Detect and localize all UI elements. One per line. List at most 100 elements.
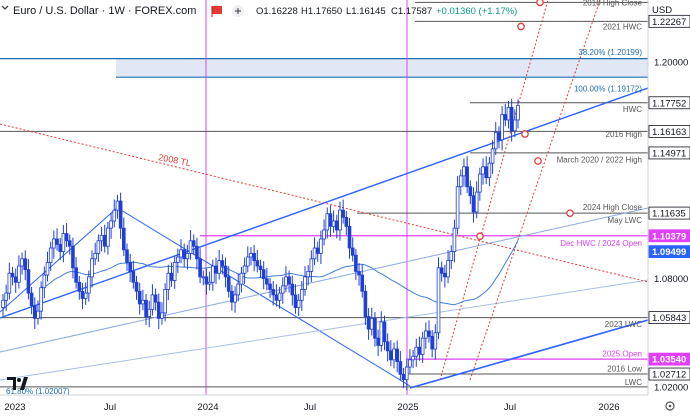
ohlc-high: H1.17650 [301, 6, 342, 17]
candle-body [490, 148, 495, 164]
candle-body [436, 267, 441, 334]
candle-body [503, 114, 508, 121]
candle-body [156, 301, 161, 319]
settings-gear-icon[interactable] [665, 401, 675, 411]
price-label: 1.16163 [652, 127, 686, 138]
symbol-title: Euro / U.S. Dollar · 1W · FOREX.com [13, 5, 196, 17]
candle-body [239, 272, 244, 285]
candle-body [265, 278, 269, 285]
level-labels: 2018 High Close 2021 HWC 38.20% (1.20199) 1… [6, 0, 643, 395]
price-tick-label: 1.08000 [654, 274, 688, 285]
candle-body [236, 283, 241, 296]
candle-body [7, 272, 12, 294]
candle-body [401, 373, 406, 381]
chart-legend: Euro / U.S. Dollar · 1W · FOREX.com O1.1… [1, 5, 517, 17]
candle-body [131, 271, 136, 283]
ohlc-change: +0.01360 (+1.17%) [436, 6, 517, 17]
time-tick-label: 2026 [598, 402, 619, 413]
candle-body [296, 299, 301, 308]
flag-icon[interactable] [211, 6, 222, 17]
level-label: 2023 LWC [605, 320, 642, 329]
price-label: 1.05843 [652, 313, 686, 324]
candle-body [52, 238, 56, 249]
candle-body [360, 274, 365, 292]
candle-body [420, 337, 425, 355]
candle-body [188, 240, 193, 254]
candle-body [287, 276, 291, 285]
candle-body [258, 265, 263, 271]
candle-body [261, 269, 266, 280]
currency-label: USD [652, 5, 672, 16]
candle-body [468, 186, 473, 197]
candle-body [128, 262, 132, 272]
candle-body [271, 289, 276, 296]
candle-body [446, 260, 450, 278]
price-label-box [648, 229, 690, 243]
trendline [409, 319, 648, 389]
price-label: 1.09499 [652, 247, 686, 258]
trendline [0, 123, 648, 283]
candle-body [509, 106, 514, 132]
chevron-down-icon[interactable] [1, 5, 9, 10]
price-labels: 1.22267 1.20000 1.17752 1.16163 1.14971 1.116… [648, 14, 690, 393]
candle-body [439, 267, 444, 274]
candle-body [102, 234, 107, 247]
candle-body [233, 294, 237, 303]
plot-area[interactable]: 2018 High Close 2021 HWC 38.20% (1.20199) 1… [0, 0, 648, 396]
candle-body [83, 292, 88, 299]
candle-body [443, 272, 447, 278]
candle-body [252, 253, 256, 262]
candle-body [395, 348, 399, 363]
candle-body [462, 166, 466, 177]
candle-body [48, 247, 53, 263]
candle-body [357, 271, 361, 276]
candle-body [303, 276, 307, 290]
candle-body [125, 249, 129, 263]
candle-body [315, 247, 320, 254]
candle-body [398, 361, 403, 375]
candle-body [26, 269, 31, 294]
candle-body [160, 312, 164, 319]
candle-body [347, 225, 352, 249]
candle-body [64, 233, 69, 242]
candle-body [293, 294, 298, 308]
candle-body [71, 245, 75, 269]
candle-body [153, 294, 158, 303]
level-label: 2018 High Close [583, 0, 643, 7]
candle-body [408, 359, 412, 368]
candle-body [58, 243, 63, 253]
projection-dot [476, 232, 484, 241]
candle-body [226, 276, 231, 292]
level-label: 2016 High [606, 130, 642, 139]
price-label: 1.10379 [652, 231, 686, 242]
candle-body [500, 114, 504, 141]
level-label: Dec HWC / 2024 Open [560, 239, 642, 248]
ohlc-close: C1.17587 [391, 6, 432, 17]
price-label: 1.11635 [652, 209, 686, 220]
projection-dot [534, 157, 542, 165]
candle-body [385, 341, 390, 352]
candle-body [331, 220, 336, 227]
price-axis[interactable]: USD 1.222671.200001.177521.161631.149711… [647, 0, 690, 395]
candle-body [458, 175, 463, 188]
candle-body [376, 337, 380, 346]
trendline [0, 279, 648, 381]
time-axis[interactable]: 2023 Jul 2024 Jul 2025 Jul 2026 [0, 394, 690, 414]
candle-body [306, 271, 310, 278]
candle-body [379, 321, 384, 346]
candle-body [284, 276, 288, 287]
candle-body [465, 166, 469, 188]
candle-body [506, 106, 511, 121]
price-label: 1.03540 [652, 355, 686, 366]
candle-body [211, 265, 215, 283]
candle-body [99, 234, 104, 242]
plus-icon[interactable] [232, 5, 244, 17]
price-label-box [648, 14, 690, 28]
candle-body [363, 290, 368, 317]
candle-body [39, 287, 43, 312]
candle-body [414, 346, 419, 357]
candle-body [430, 335, 434, 350]
candle-body [141, 299, 145, 305]
candle-body [93, 253, 97, 260]
